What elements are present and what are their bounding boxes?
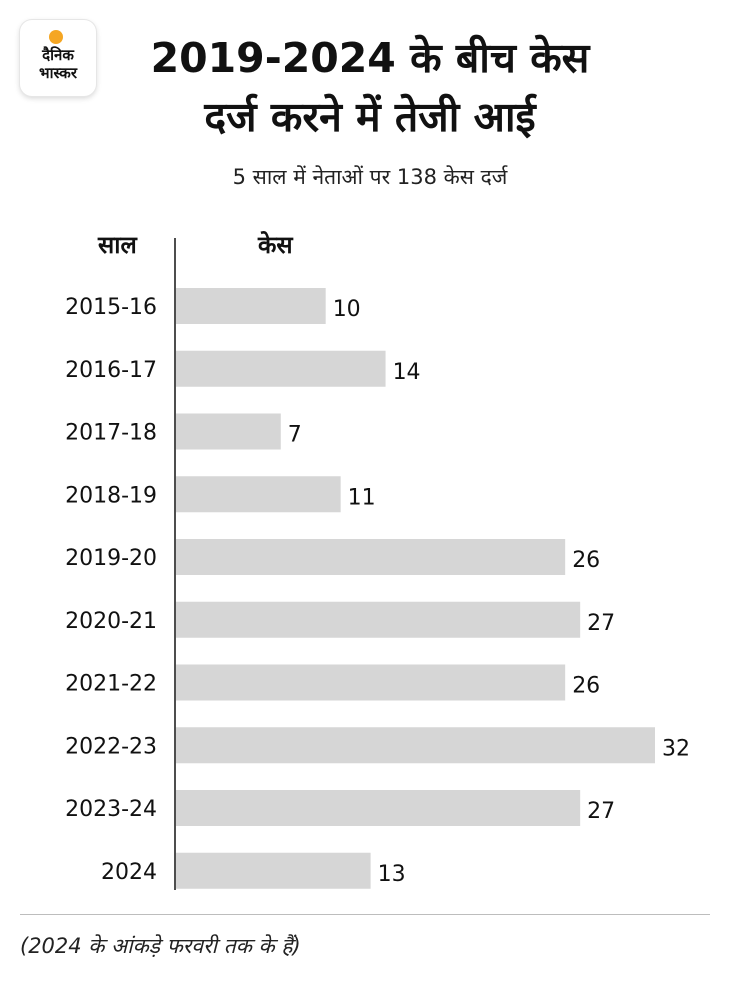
- footer-divider: [20, 914, 710, 915]
- value-label-2016-17: 14: [393, 360, 421, 385]
- year-label-2016-17: 2016-17: [65, 358, 157, 383]
- chart-title-line2: दर्ज करने में तेजी आई: [204, 93, 536, 141]
- year-label-2018-19: 2018-19: [65, 483, 157, 508]
- cases-column-header: केस: [258, 231, 293, 259]
- year-label-2024: 2024: [101, 860, 157, 885]
- footnote: (2024 के आंकड़े फरवरी तक के हैं): [20, 934, 301, 958]
- bar-2019-20: [176, 539, 566, 575]
- value-label-2017-18: 7: [288, 423, 302, 448]
- chart-subtitle: 5 साल में नेताओं पर 138 केस दर्ज: [232, 165, 508, 189]
- value-label-2018-19: 11: [348, 485, 376, 510]
- value-label-2022-23: 32: [662, 736, 690, 761]
- year-label-2021-22: 2021-22: [65, 672, 157, 697]
- year-label-2015-16: 2015-16: [65, 295, 157, 320]
- value-label-2021-22: 26: [572, 674, 600, 699]
- value-label-2024: 13: [378, 862, 406, 887]
- dainik-bhaskar-logo: दैनिक भास्कर: [20, 20, 96, 96]
- year-label-2022-23: 2022-23: [65, 734, 157, 759]
- sun-icon: [49, 30, 63, 44]
- logo-text-line1: दैनिक: [42, 46, 74, 64]
- value-label-2023-24: 27: [587, 799, 615, 824]
- bar-2023-24: [176, 790, 581, 826]
- logo-text-line2: भास्कर: [39, 64, 77, 82]
- bar-2017-18: [176, 413, 281, 450]
- bar-2015-16: [176, 288, 326, 324]
- bar-2020-21: [176, 601, 581, 638]
- bar-2024: [176, 852, 371, 889]
- year-label-2020-21: 2020-21: [65, 609, 157, 634]
- value-label-2015-16: 10: [333, 297, 361, 322]
- chart-title-line1: 2019-2024 के बीच केस: [150, 34, 590, 82]
- value-label-2019-20: 26: [572, 548, 600, 573]
- bar-2022-23: [176, 727, 655, 764]
- year-label-2019-20: 2019-20: [65, 546, 157, 571]
- bar-2016-17: [176, 350, 386, 387]
- bar-group: 2015-16 10 2016-17 14 2017-18 7 2018-19 11 2019-…: [65, 288, 690, 889]
- bar-2018-19: [176, 476, 341, 513]
- year-label-2017-18: 2017-18: [65, 421, 157, 446]
- year-label-2023-24: 2023-24: [65, 797, 157, 822]
- bar-2021-22: [176, 664, 566, 701]
- value-label-2020-21: 27: [587, 611, 615, 636]
- year-column-header: साल: [98, 231, 137, 259]
